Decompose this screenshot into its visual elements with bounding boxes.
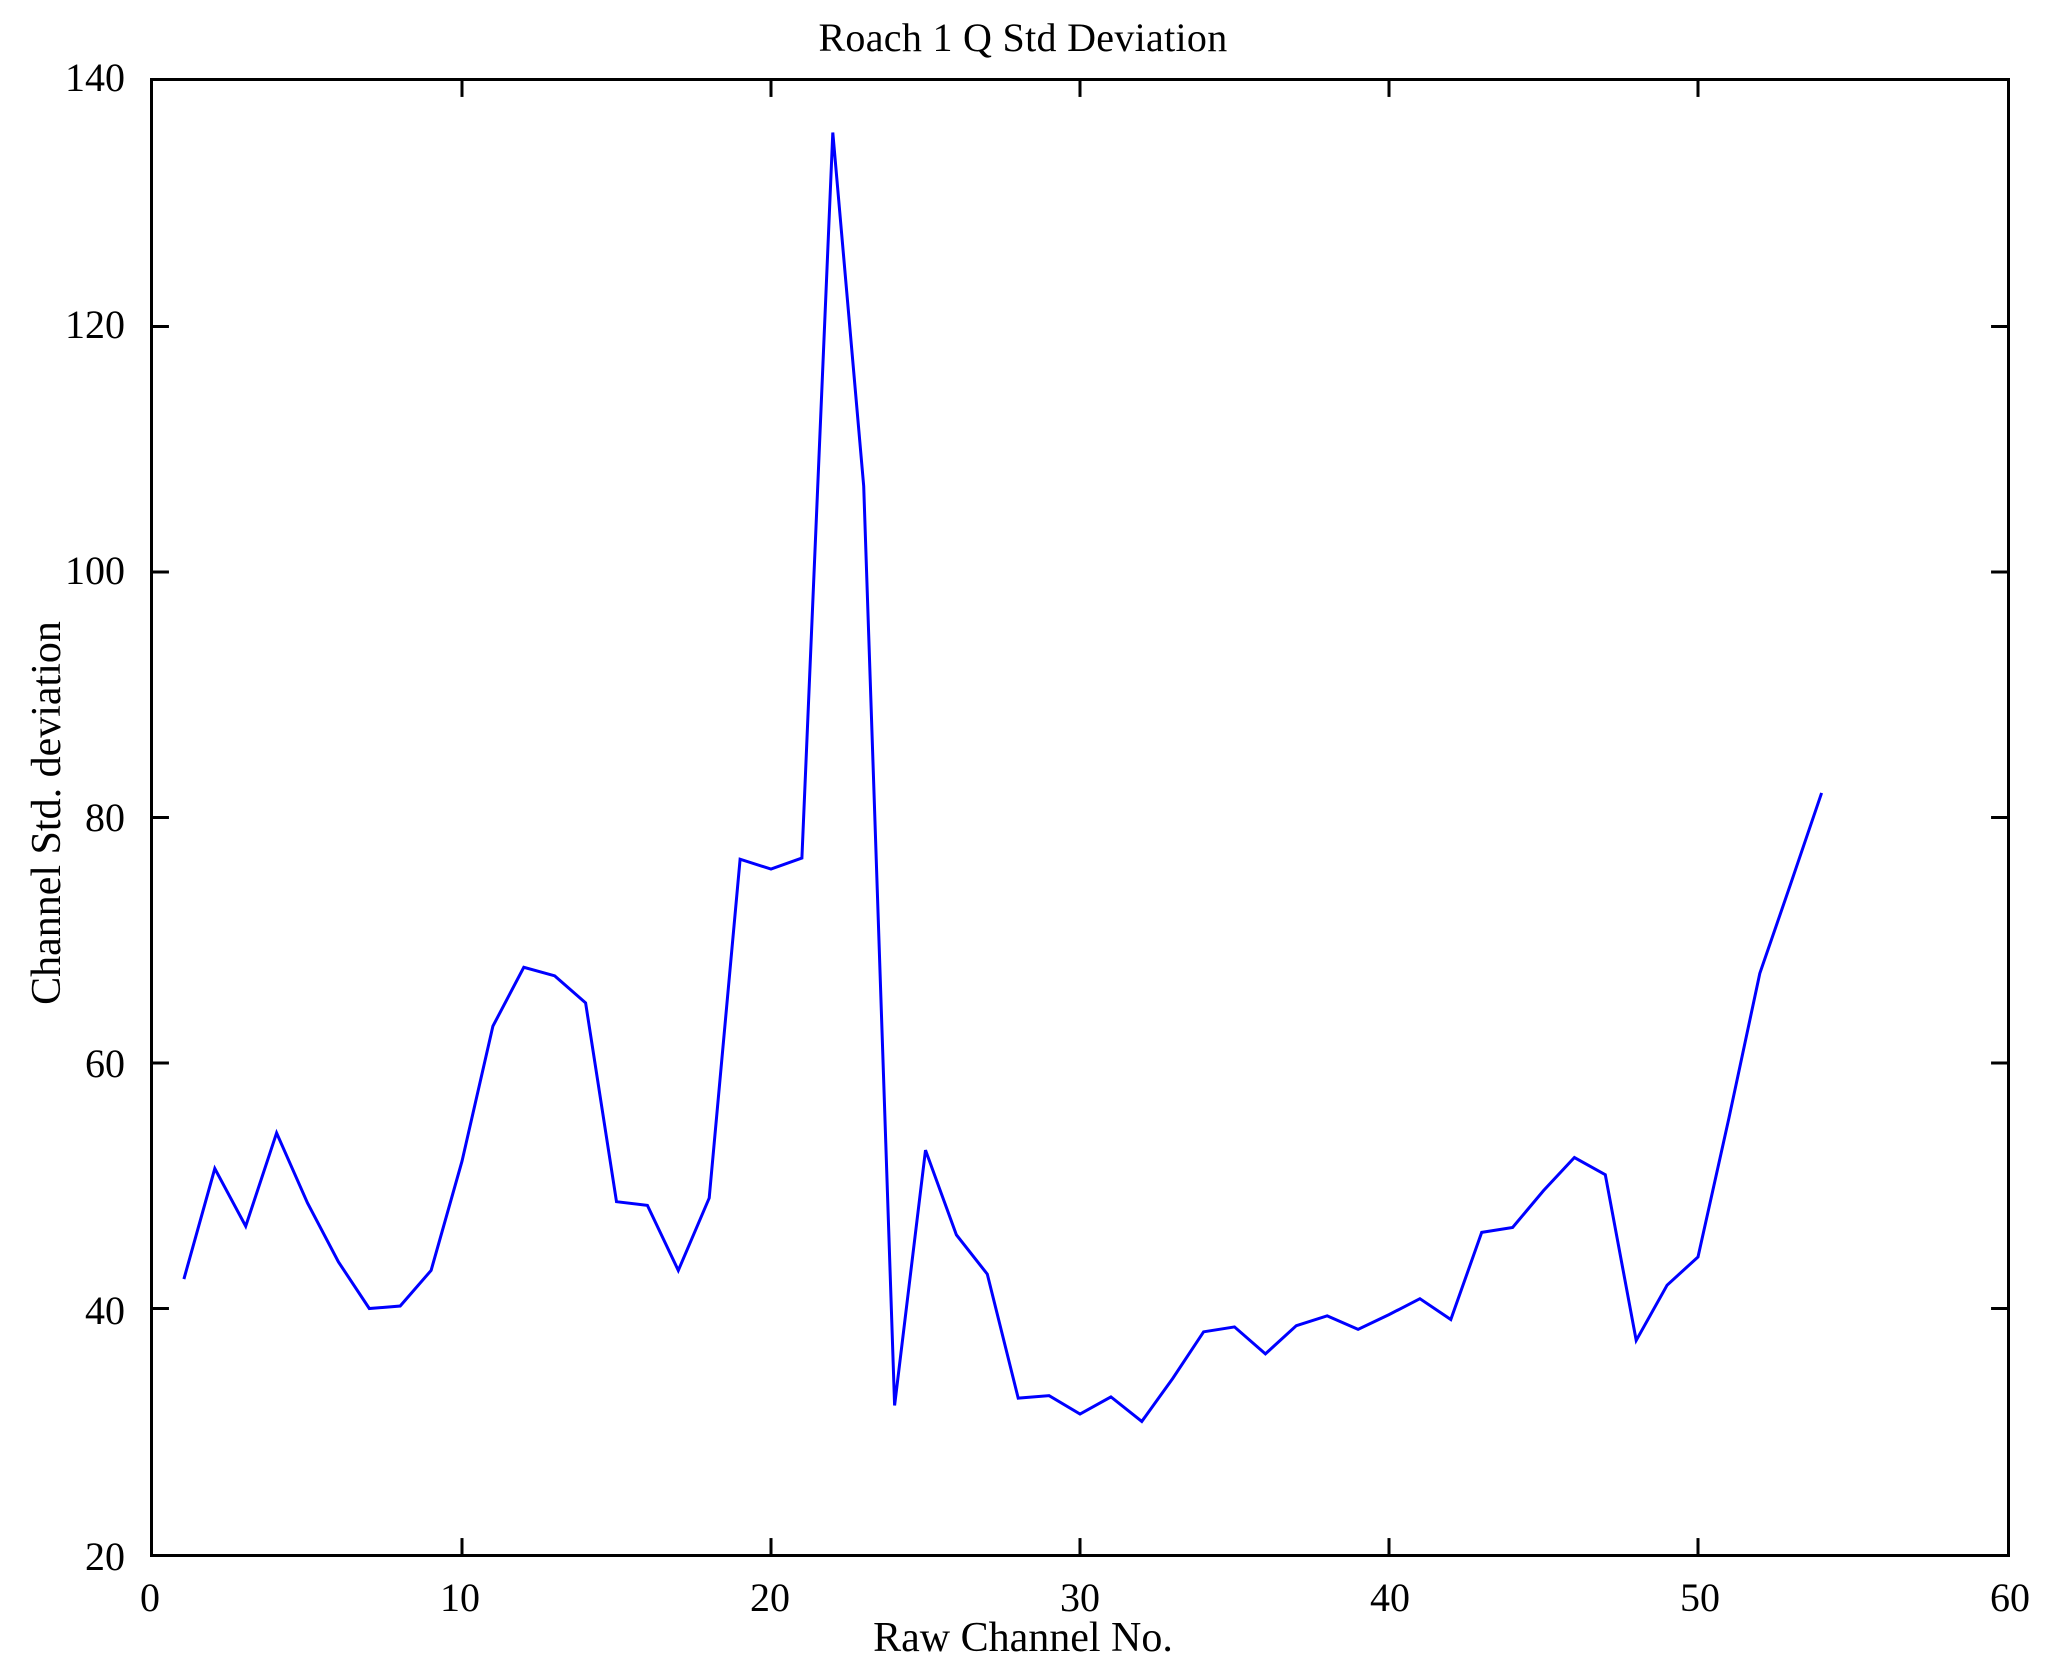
series-line-roach1-q-std-deviation <box>184 133 1822 1422</box>
ytick-label-100: 100 <box>65 548 125 593</box>
xtick-label-60: 60 <box>1990 1575 2030 1620</box>
ytick-label-140: 140 <box>65 55 125 100</box>
plot-area <box>150 78 2010 1557</box>
xtick-label-40: 40 <box>1370 1575 1410 1620</box>
ytick-label-20: 20 <box>85 1534 125 1579</box>
xtick-label-0: 0 <box>140 1575 160 1620</box>
ytick-label-80: 80 <box>85 795 125 840</box>
ytick-label-40: 40 <box>85 1288 125 1333</box>
x-axis-label: Raw Channel No. <box>873 1615 1173 1661</box>
ytick-label-60: 60 <box>85 1041 125 1086</box>
xtick-label-50: 50 <box>1680 1575 1720 1620</box>
xtick-label-30: 30 <box>1060 1575 1100 1620</box>
chart-title: Roach 1 Q Std Deviation <box>818 15 1228 60</box>
data-line-svg <box>153 81 2007 1554</box>
xtick-label-10: 10 <box>440 1575 480 1620</box>
y-axis-label: Channel Std. deviation <box>24 621 70 1005</box>
ytick-label-120: 120 <box>65 302 125 347</box>
xtick-label-20: 20 <box>750 1575 790 1620</box>
